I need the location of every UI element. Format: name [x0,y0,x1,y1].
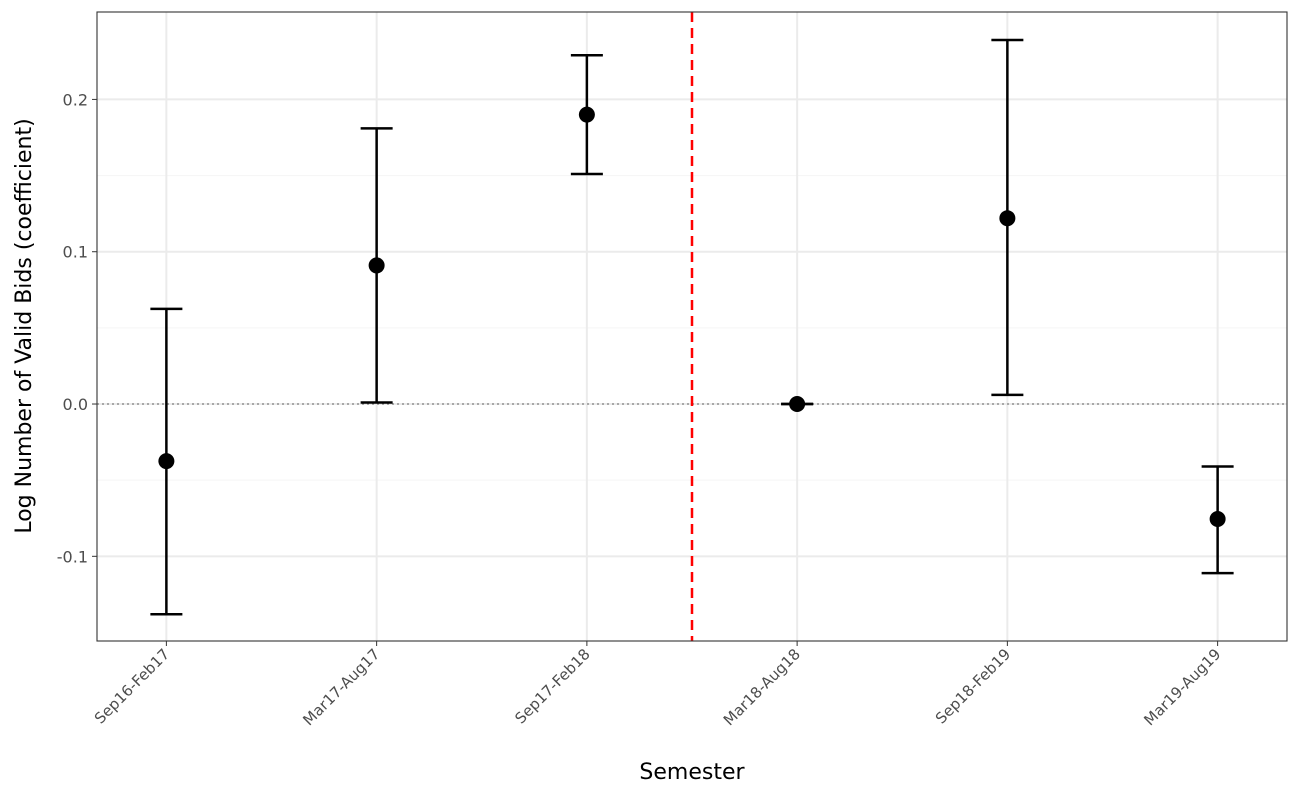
data-point [1209,511,1226,528]
data-point [158,453,175,470]
x-tick-label: Mar17-Aug17 [299,645,383,729]
data-point [999,210,1016,227]
data-marks [150,38,1234,616]
plot-panel-border [96,11,1288,642]
y-axis-title: Log Number of Valid Bids (coefficient) [12,118,37,533]
reference-lines [97,12,1287,641]
x-tick-label: Sep18-Feb19 [932,645,1014,727]
y-tick-label: 0.2 [63,90,88,109]
data-point [789,396,806,413]
data-point [368,257,385,274]
axes: -0.1 0.0 0.1 0.2 Sep16-Feb17 Mar17-Aug17 Sep17… [57,90,1225,729]
x-tick-label: Mar19-Aug19 [1140,645,1224,729]
x-tick-label: Sep16-Feb17 [91,645,173,727]
y-tick-label: 0.0 [63,395,88,414]
x-tick-label: Mar18-Aug18 [720,645,804,729]
y-tick-label: -0.1 [57,547,88,566]
y-tick-label: 0.1 [63,243,88,262]
data-point [578,106,595,123]
x-axis-title: Semester [639,760,745,785]
x-tick-label: Sep17-Feb18 [511,645,593,727]
